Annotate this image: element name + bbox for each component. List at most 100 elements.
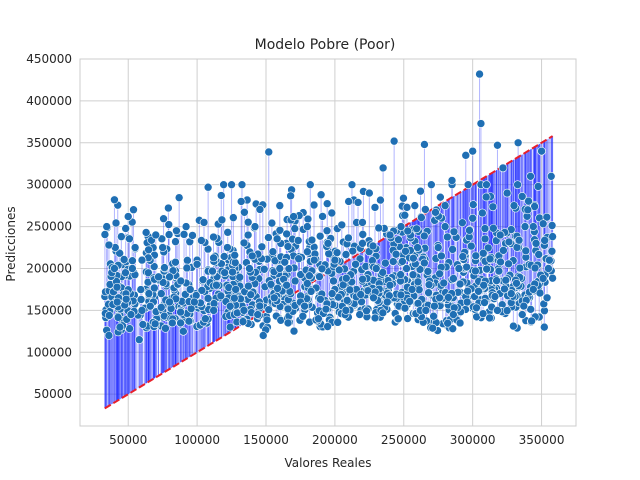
data-point (327, 289, 337, 298)
data-point (225, 322, 235, 332)
data-point (413, 243, 422, 252)
data-point (209, 306, 218, 315)
data-point (110, 264, 119, 273)
data-point (537, 146, 546, 156)
data-point (273, 284, 282, 293)
data-point (330, 255, 340, 265)
data-point (192, 259, 202, 269)
data-point (440, 201, 450, 210)
data-point (158, 243, 167, 252)
data-point (149, 262, 159, 271)
data-point (290, 276, 300, 286)
data-point (209, 253, 218, 263)
data-point (223, 228, 233, 237)
data-point (344, 233, 353, 243)
y-tick-label: 50000 (34, 387, 72, 401)
data-point (524, 196, 533, 206)
data-point (266, 280, 276, 289)
data-point (134, 335, 144, 344)
data-point (212, 280, 221, 290)
data-point (333, 318, 342, 327)
data-point (345, 285, 355, 295)
data-point (540, 236, 549, 245)
data-point (500, 284, 509, 294)
data-point (351, 259, 360, 269)
data-point (337, 220, 347, 230)
data-point (542, 212, 552, 222)
data-point (315, 272, 324, 281)
plot-frame (79, 58, 577, 427)
data-point (316, 190, 326, 200)
data-point (115, 322, 125, 332)
data-point (358, 274, 367, 284)
data-point (230, 258, 240, 267)
data-point (371, 264, 381, 273)
data-point (239, 306, 249, 315)
data-point (439, 278, 449, 288)
data-point (504, 237, 514, 247)
data-point (463, 180, 473, 189)
data-point (489, 223, 498, 233)
data-point (421, 306, 431, 315)
data-point (125, 234, 134, 244)
data-point (443, 232, 452, 242)
data-point (478, 248, 488, 258)
data-point (283, 318, 293, 328)
data-point (154, 272, 163, 282)
data-point (144, 245, 153, 255)
x-tick-label: 50000 (109, 433, 147, 447)
data-point (188, 231, 197, 240)
data-point (303, 279, 312, 288)
data-point (462, 297, 472, 307)
data-point (480, 224, 490, 233)
data-point (472, 303, 481, 313)
data-point (437, 251, 446, 261)
data-point (454, 264, 464, 273)
data-point (280, 257, 290, 267)
data-point (121, 268, 130, 277)
data-point (405, 297, 414, 306)
data-point (461, 151, 471, 160)
data-point (548, 232, 557, 241)
data-point (323, 239, 333, 248)
data-point (420, 140, 429, 149)
data-point (403, 226, 413, 236)
data-point (150, 319, 160, 329)
data-point (485, 313, 494, 323)
x-tick-label: 350000 (519, 433, 565, 447)
data-point (444, 293, 453, 302)
data-point (201, 314, 210, 324)
data-point (227, 180, 236, 189)
data-point (526, 305, 535, 314)
data-point (151, 230, 161, 240)
data-point (158, 278, 168, 287)
data-point (515, 263, 525, 273)
x-tick-label: 300000 (450, 433, 496, 447)
data-point (401, 246, 410, 256)
data-point (356, 290, 366, 299)
data-point (322, 199, 332, 208)
data-point (141, 228, 151, 237)
data-point (341, 250, 351, 259)
data-point (322, 226, 332, 236)
data-point (398, 257, 407, 266)
data-point (250, 222, 260, 231)
data-point (300, 301, 309, 311)
data-point (168, 318, 177, 328)
data-point (526, 172, 535, 181)
data-point (284, 264, 294, 273)
data-point (482, 180, 491, 189)
data-point (424, 280, 434, 290)
data-point (239, 238, 249, 248)
data-point (488, 202, 498, 212)
data-point (231, 285, 240, 294)
data-point (513, 180, 522, 189)
data-point (203, 294, 213, 303)
data-point (440, 222, 450, 231)
data-point (179, 230, 189, 239)
data-point (475, 69, 484, 79)
data-point (121, 294, 131, 304)
data-point (413, 277, 423, 287)
data-point (531, 239, 541, 248)
data-point (468, 213, 477, 223)
